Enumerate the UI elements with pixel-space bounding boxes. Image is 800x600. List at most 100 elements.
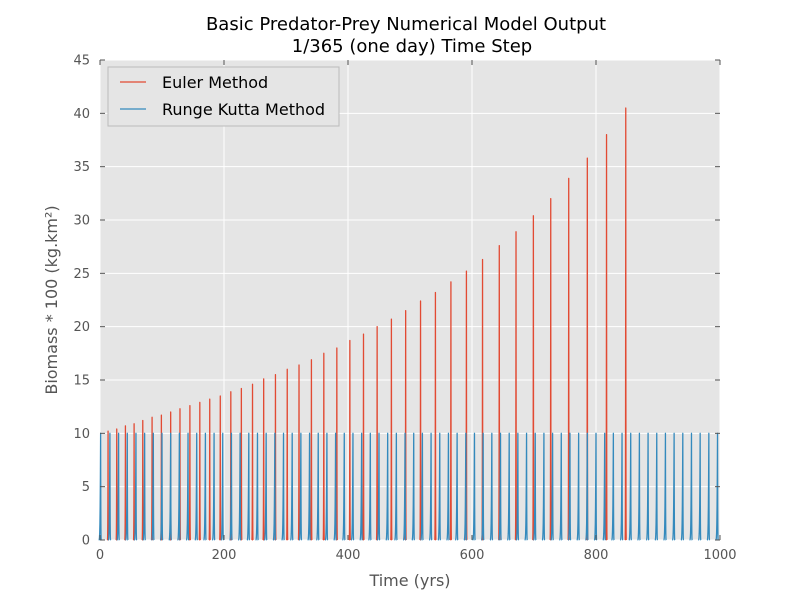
runge-kutta-peak-9 — [177, 432, 181, 541]
euler-peak-36 — [549, 198, 552, 541]
runge-kutta-peak-54 — [567, 432, 572, 541]
runge-kutta-peak-43 — [472, 432, 476, 541]
runge-kutta-peak-60 — [619, 432, 624, 541]
euler-peak-25 — [375, 326, 379, 541]
euler-peak-21 — [322, 352, 325, 541]
runge-kutta-peak-22 — [289, 432, 294, 541]
euler-peak-20 — [310, 359, 313, 541]
runge-kutta-peak-12 — [203, 432, 207, 541]
x-tick-label: 200 — [212, 548, 237, 563]
runge-kutta-peak-20 — [272, 432, 277, 541]
runge-kutta-peak-48 — [515, 432, 520, 541]
runge-kutta-peak-8 — [168, 432, 172, 541]
runge-kutta-peak-32 — [376, 432, 381, 541]
runge-kutta-peak-65 — [663, 432, 667, 541]
runge-kutta-peak-27 — [333, 432, 337, 541]
euler-peak-15 — [251, 383, 254, 541]
runge-kutta-peak-56 — [585, 432, 589, 541]
euler-peak-3 — [132, 423, 136, 541]
series-layer — [98, 107, 719, 541]
runge-kutta-peak-4 — [133, 432, 138, 541]
runge-kutta-peak-41 — [454, 432, 459, 541]
euler-peak-23 — [348, 339, 351, 541]
y-tick-label: 25 — [73, 267, 90, 282]
legend-box — [107, 66, 340, 127]
euler-peak-24 — [362, 333, 365, 541]
x-tick-label: 400 — [336, 548, 361, 563]
runge-kutta-peak-29 — [350, 432, 355, 541]
x-tick-label: 0 — [96, 548, 104, 563]
runge-kutta-peak-51 — [541, 432, 546, 541]
runge-kutta-peak-28 — [342, 432, 346, 541]
runge-kutta-peak-64 — [654, 432, 659, 541]
runge-kutta-peak-39 — [437, 432, 442, 541]
runge-kutta-peak-52 — [550, 432, 554, 541]
runge-kutta-peak-31 — [368, 432, 372, 541]
euler-peak-9 — [188, 404, 192, 541]
runge-kutta-peak-47 — [506, 432, 511, 541]
euler-peak-4 — [141, 419, 144, 541]
legend: Euler Method Runge Kutta Method — [107, 66, 340, 127]
runge-kutta-peak-67 — [680, 432, 685, 541]
euler-peak-2 — [124, 425, 127, 541]
euler-peak-12 — [218, 395, 222, 541]
runge-kutta-peak-50 — [532, 432, 537, 541]
runge-kutta-peak-58 — [602, 432, 606, 541]
x-tick-label: 800 — [584, 548, 609, 563]
runge-kutta-peak-2 — [116, 432, 120, 541]
runge-kutta-peak-36 — [411, 432, 416, 541]
runge-kutta-peak-19 — [263, 432, 268, 541]
runge-kutta-peak-1 — [107, 432, 112, 541]
runge-kutta-peak-55 — [576, 432, 580, 541]
euler-peak-11 — [208, 398, 211, 541]
euler-peak-34 — [514, 231, 518, 541]
runge-kutta-peak-37 — [420, 432, 424, 541]
runge-kutta-peak-11 — [194, 432, 199, 541]
legend-label-runge-kutta: Runge Kutta Method — [162, 100, 325, 119]
runge-kutta-peak-23 — [298, 432, 303, 541]
runge-kutta-peak-6 — [151, 432, 155, 541]
runge-kutta-peak-25 — [315, 432, 320, 541]
euler-peak-16 — [262, 378, 265, 541]
runge-kutta-peak-49 — [524, 432, 528, 541]
euler-peak-19 — [297, 364, 301, 541]
y-tick-label: 35 — [73, 160, 90, 175]
y-tick-label: 0 — [82, 534, 90, 549]
euler-peak-18 — [285, 368, 289, 541]
runge-kutta-peak-16 — [237, 432, 242, 541]
runge-kutta-peak-15 — [229, 432, 233, 541]
runge-kutta-peak-46 — [498, 432, 502, 541]
runge-kutta-peak-45 — [489, 432, 494, 541]
ticks: 0 200 400 600 800 1000 0 5 10 15 20 25 30 35 40 45 — [73, 54, 736, 564]
y-tick-label: 40 — [73, 107, 90, 122]
runge-kutta-peak-5 — [142, 432, 146, 541]
plot-area — [100, 60, 720, 540]
euler-peak-40 — [624, 107, 627, 541]
runge-kutta-peak-59 — [611, 432, 615, 541]
runge-kutta-peak-18 — [255, 432, 259, 541]
legend-label-euler: Euler Method — [162, 73, 268, 92]
runge-kutta-peak-38 — [428, 432, 433, 541]
euler-peak-35 — [532, 215, 535, 541]
euler-peak-39 — [605, 134, 608, 541]
chart-subtitle: 1/365 (one day) Time Step — [292, 36, 532, 57]
runge-kutta-peak-3 — [125, 432, 129, 541]
euler-peak-26 — [390, 318, 393, 541]
y-tick-label: 10 — [73, 427, 90, 442]
runge-kutta-peak-13 — [211, 432, 216, 541]
euler-peak-28 — [419, 300, 422, 541]
runge-kutta-peak-62 — [637, 432, 641, 541]
runge-kutta-peak-10 — [185, 432, 190, 541]
runge-kutta-peak-44 — [480, 432, 485, 541]
runge-kutta-peak-24 — [307, 432, 311, 541]
runge-kutta-peak-30 — [359, 432, 363, 541]
runge-kutta-peak-34 — [394, 432, 398, 541]
runge-kutta-peak-66 — [671, 432, 676, 541]
runge-kutta-peak-33 — [385, 432, 389, 541]
runge-kutta-peak-40 — [446, 432, 450, 541]
x-tick-label: 1000 — [703, 548, 736, 563]
runge-kutta-peak-35 — [402, 432, 407, 541]
runge-kutta-peak-68 — [689, 432, 693, 541]
y-tick-label: 15 — [73, 374, 90, 389]
